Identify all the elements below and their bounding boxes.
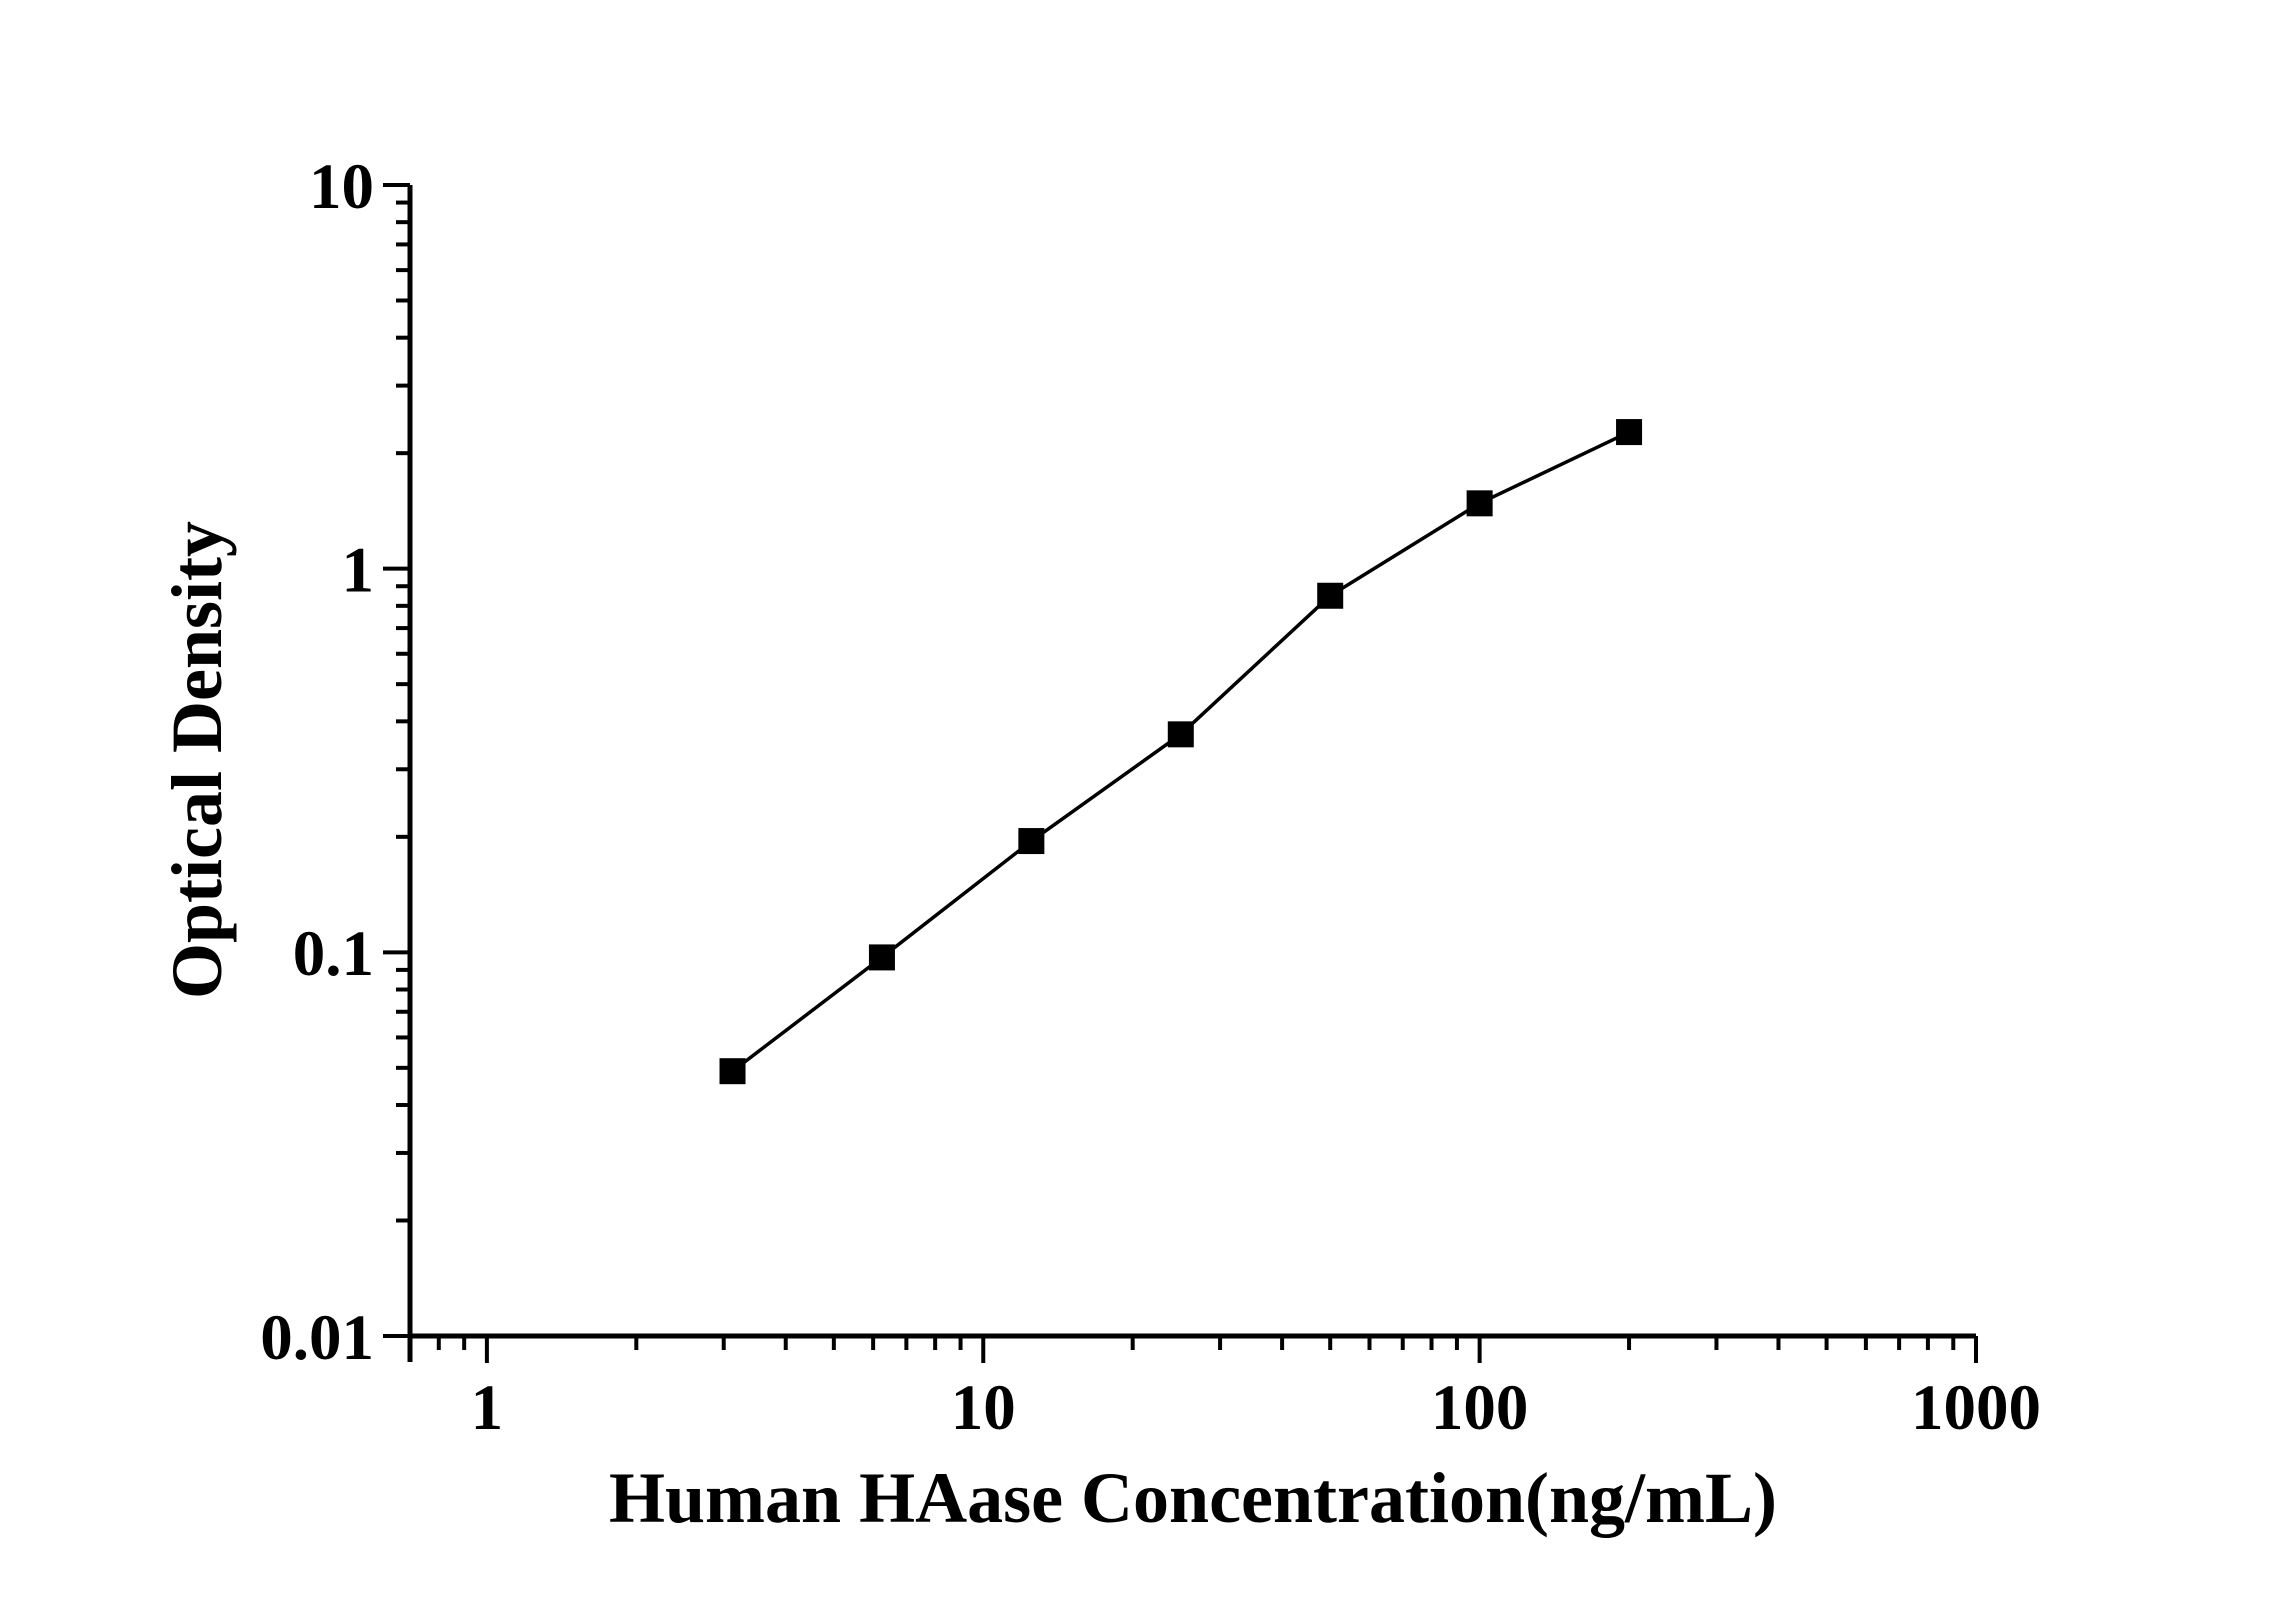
x-tick-label: 1 (471, 1372, 504, 1444)
y-tick-label: 10 (309, 151, 374, 223)
series-line (730, 430, 1631, 1073)
x-tick-label: 10 (951, 1372, 1016, 1444)
x-tick-label: 100 (1431, 1372, 1529, 1444)
y-tick-label: 1 (342, 534, 375, 606)
x-tick-label: 1000 (1911, 1372, 2041, 1444)
x-axis-title: Human HAase Concentration(ng/mL) (609, 1458, 1777, 1538)
data-point-marker (868, 944, 895, 971)
y-tick-label: 0.1 (293, 918, 374, 990)
y-axis-title: Optical Density (157, 521, 237, 999)
data-point-marker (1018, 828, 1045, 855)
y-tick-label: 0.01 (260, 1302, 374, 1374)
data-point-marker (1317, 582, 1344, 609)
data-point-marker (719, 1058, 746, 1085)
data-point-marker (1466, 490, 1493, 517)
data-point-marker (1616, 419, 1643, 446)
data-point-marker (1167, 721, 1194, 748)
